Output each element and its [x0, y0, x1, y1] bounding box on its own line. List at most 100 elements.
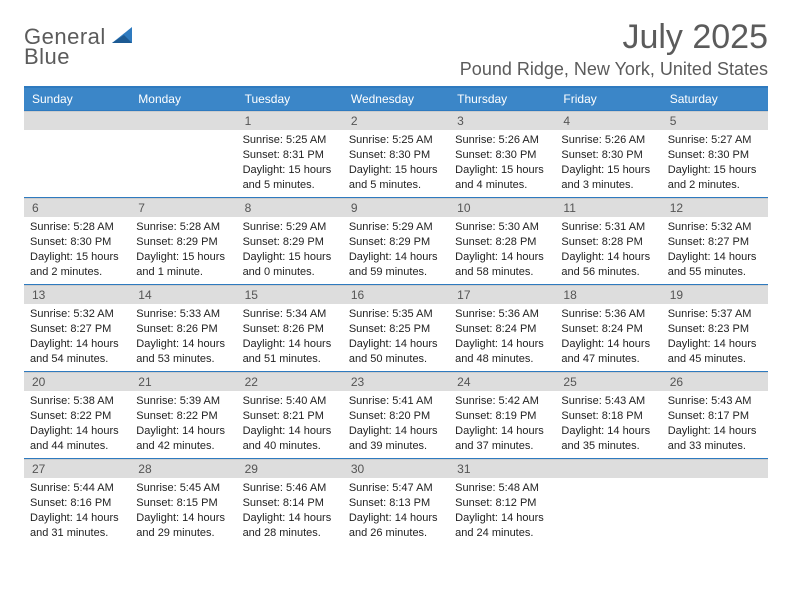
week-row: 20Sunrise: 5:38 AMSunset: 8:22 PMDayligh…	[24, 371, 768, 458]
sunrise-text: Sunrise: 5:26 AM	[561, 133, 655, 148]
daylight-text: Daylight: 14 hours and 47 minutes.	[561, 337, 655, 367]
day-number: 31	[449, 459, 555, 478]
daylight-text: Daylight: 14 hours and 54 minutes.	[30, 337, 124, 367]
daylight-text: Daylight: 14 hours and 26 minutes.	[349, 511, 443, 541]
day-number: 6	[24, 198, 130, 217]
day-number: 18	[555, 285, 661, 304]
day-number: 13	[24, 285, 130, 304]
day-number: 23	[343, 372, 449, 391]
sunrise-text: Sunrise: 5:43 AM	[668, 394, 762, 409]
sunrise-text: Sunrise: 5:26 AM	[455, 133, 549, 148]
sunset-text: Sunset: 8:27 PM	[30, 322, 124, 337]
logo-word-2-wrap: Blue	[24, 44, 70, 70]
day-number: 1	[237, 111, 343, 130]
daylight-text: Daylight: 15 hours and 5 minutes.	[349, 163, 443, 193]
dow-wednesday: Wednesday	[343, 88, 449, 110]
daylight-text: Daylight: 14 hours and 48 minutes.	[455, 337, 549, 367]
sunrise-text: Sunrise: 5:38 AM	[30, 394, 124, 409]
sunset-text: Sunset: 8:12 PM	[455, 496, 549, 511]
daylight-text: Daylight: 14 hours and 24 minutes.	[455, 511, 549, 541]
dow-tuesday: Tuesday	[237, 88, 343, 110]
day-cell: 30Sunrise: 5:47 AMSunset: 8:13 PMDayligh…	[343, 459, 449, 545]
sunset-text: Sunset: 8:29 PM	[349, 235, 443, 250]
day-cell: 8Sunrise: 5:29 AMSunset: 8:29 PMDaylight…	[237, 198, 343, 284]
calendar: Sunday Monday Tuesday Wednesday Thursday…	[24, 86, 768, 545]
day-cell: 12Sunrise: 5:32 AMSunset: 8:27 PMDayligh…	[662, 198, 768, 284]
daylight-text: Daylight: 14 hours and 40 minutes.	[243, 424, 337, 454]
dow-sunday: Sunday	[24, 88, 130, 110]
sunrise-text: Sunrise: 5:30 AM	[455, 220, 549, 235]
daylight-text: Daylight: 14 hours and 44 minutes.	[30, 424, 124, 454]
dow-friday: Friday	[555, 88, 661, 110]
daylight-text: Daylight: 14 hours and 51 minutes.	[243, 337, 337, 367]
day-cell: 5Sunrise: 5:27 AMSunset: 8:30 PMDaylight…	[662, 111, 768, 197]
sunset-text: Sunset: 8:28 PM	[455, 235, 549, 250]
sunset-text: Sunset: 8:13 PM	[349, 496, 443, 511]
day-number	[130, 111, 236, 130]
daylight-text: Daylight: 15 hours and 3 minutes.	[561, 163, 655, 193]
dow-row: Sunday Monday Tuesday Wednesday Thursday…	[24, 88, 768, 110]
daylight-text: Daylight: 15 hours and 0 minutes.	[243, 250, 337, 280]
day-number: 21	[130, 372, 236, 391]
day-number: 24	[449, 372, 555, 391]
sunrise-text: Sunrise: 5:31 AM	[561, 220, 655, 235]
page-title: July 2025	[460, 18, 768, 57]
day-number: 26	[662, 372, 768, 391]
day-cell: 10Sunrise: 5:30 AMSunset: 8:28 PMDayligh…	[449, 198, 555, 284]
sunrise-text: Sunrise: 5:46 AM	[243, 481, 337, 496]
week-row: 27Sunrise: 5:44 AMSunset: 8:16 PMDayligh…	[24, 458, 768, 545]
day-cell: 29Sunrise: 5:46 AMSunset: 8:14 PMDayligh…	[237, 459, 343, 545]
week-row: 6Sunrise: 5:28 AMSunset: 8:30 PMDaylight…	[24, 197, 768, 284]
daylight-text: Daylight: 15 hours and 2 minutes.	[668, 163, 762, 193]
day-number: 22	[237, 372, 343, 391]
sunrise-text: Sunrise: 5:43 AM	[561, 394, 655, 409]
sunset-text: Sunset: 8:27 PM	[668, 235, 762, 250]
day-number: 16	[343, 285, 449, 304]
day-cell	[662, 459, 768, 545]
daylight-text: Daylight: 15 hours and 2 minutes.	[30, 250, 124, 280]
daylight-text: Daylight: 14 hours and 35 minutes.	[561, 424, 655, 454]
daylight-text: Daylight: 14 hours and 50 minutes.	[349, 337, 443, 367]
sunset-text: Sunset: 8:31 PM	[243, 148, 337, 163]
day-cell: 25Sunrise: 5:43 AMSunset: 8:18 PMDayligh…	[555, 372, 661, 458]
daylight-text: Daylight: 15 hours and 4 minutes.	[455, 163, 549, 193]
sunrise-text: Sunrise: 5:47 AM	[349, 481, 443, 496]
daylight-text: Daylight: 14 hours and 33 minutes.	[668, 424, 762, 454]
day-cell: 31Sunrise: 5:48 AMSunset: 8:12 PMDayligh…	[449, 459, 555, 545]
day-number: 11	[555, 198, 661, 217]
day-cell: 15Sunrise: 5:34 AMSunset: 8:26 PMDayligh…	[237, 285, 343, 371]
week-row: 1Sunrise: 5:25 AMSunset: 8:31 PMDaylight…	[24, 110, 768, 197]
daylight-text: Daylight: 14 hours and 29 minutes.	[136, 511, 230, 541]
day-number: 29	[237, 459, 343, 478]
sunrise-text: Sunrise: 5:42 AM	[455, 394, 549, 409]
day-cell	[24, 111, 130, 197]
sunset-text: Sunset: 8:24 PM	[455, 322, 549, 337]
sunset-text: Sunset: 8:18 PM	[561, 409, 655, 424]
day-cell	[555, 459, 661, 545]
sunset-text: Sunset: 8:24 PM	[561, 322, 655, 337]
day-number	[662, 459, 768, 478]
day-cell: 7Sunrise: 5:28 AMSunset: 8:29 PMDaylight…	[130, 198, 236, 284]
dow-saturday: Saturday	[662, 88, 768, 110]
sunrise-text: Sunrise: 5:27 AM	[668, 133, 762, 148]
page: General July 2025 Pound Ridge, New York,…	[0, 0, 792, 612]
dow-thursday: Thursday	[449, 88, 555, 110]
day-cell: 23Sunrise: 5:41 AMSunset: 8:20 PMDayligh…	[343, 372, 449, 458]
sunrise-text: Sunrise: 5:28 AM	[136, 220, 230, 235]
dow-monday: Monday	[130, 88, 236, 110]
daylight-text: Daylight: 14 hours and 55 minutes.	[668, 250, 762, 280]
sunset-text: Sunset: 8:23 PM	[668, 322, 762, 337]
daylight-text: Daylight: 15 hours and 5 minutes.	[243, 163, 337, 193]
sunrise-text: Sunrise: 5:25 AM	[243, 133, 337, 148]
daylight-text: Daylight: 14 hours and 31 minutes.	[30, 511, 124, 541]
daylight-text: Daylight: 14 hours and 39 minutes.	[349, 424, 443, 454]
sunrise-text: Sunrise: 5:40 AM	[243, 394, 337, 409]
day-cell: 17Sunrise: 5:36 AMSunset: 8:24 PMDayligh…	[449, 285, 555, 371]
sunset-text: Sunset: 8:22 PM	[30, 409, 124, 424]
weeks-container: 1Sunrise: 5:25 AMSunset: 8:31 PMDaylight…	[24, 110, 768, 545]
sunrise-text: Sunrise: 5:35 AM	[349, 307, 443, 322]
daylight-text: Daylight: 15 hours and 1 minute.	[136, 250, 230, 280]
day-number: 19	[662, 285, 768, 304]
day-cell: 14Sunrise: 5:33 AMSunset: 8:26 PMDayligh…	[130, 285, 236, 371]
sunset-text: Sunset: 8:30 PM	[668, 148, 762, 163]
